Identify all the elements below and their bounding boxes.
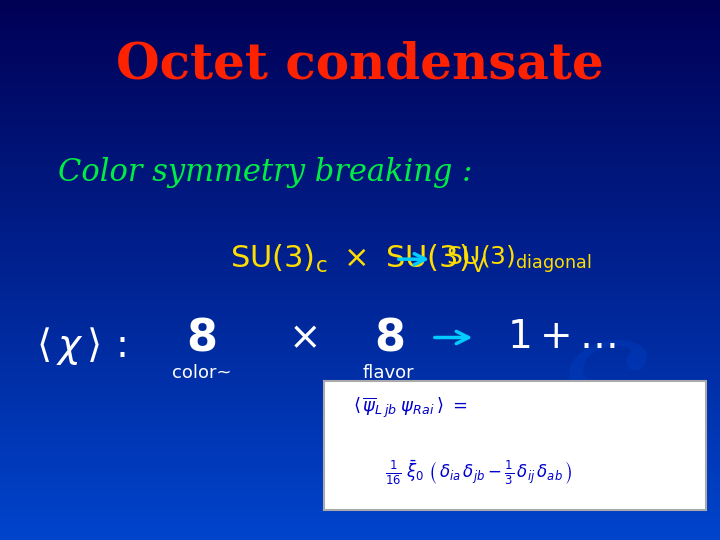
Text: color~: color~ <box>172 363 231 382</box>
Text: $\mathbf{8}$: $\mathbf{8}$ <box>374 316 404 359</box>
Text: $\times$: $\times$ <box>288 319 317 356</box>
Text: Color symmetry breaking :: Color symmetry breaking : <box>58 157 472 188</box>
Text: $\mathcal{S}$: $\mathcal{S}$ <box>534 323 647 487</box>
Text: $\mathrm{SU(3)_c\ \times\ SU(3)_V}$: $\mathrm{SU(3)_c\ \times\ SU(3)_V}$ <box>230 243 487 275</box>
Text: $\mathbf{8}$: $\mathbf{8}$ <box>186 316 217 359</box>
Text: flavor: flavor <box>363 363 415 382</box>
Text: $\langle\,\chi\,\rangle\,:$: $\langle\,\chi\,\rangle\,:$ <box>36 325 126 367</box>
Text: $\frac{1}{16}\;\bar{\xi}_0\;\left(\,\delta_{ia}\,\delta_{jb} - \frac{1}{3}\,\del: $\frac{1}{16}\;\bar{\xi}_0\;\left(\,\del… <box>385 458 572 487</box>
Text: $\mathrm{SU(3)_{diagonal}}$: $\mathrm{SU(3)_{diagonal}}$ <box>446 244 592 275</box>
FancyBboxPatch shape <box>324 381 706 510</box>
Text: Octet condensate: Octet condensate <box>116 40 604 89</box>
Text: $1 + \ldots$: $1 + \ldots$ <box>507 319 616 356</box>
Text: $\langle\,\overline{\psi}_{L\,jb}\;\psi_{Rai}\,\rangle\ =$: $\langle\,\overline{\psi}_{L\,jb}\;\psi_… <box>353 395 467 420</box>
